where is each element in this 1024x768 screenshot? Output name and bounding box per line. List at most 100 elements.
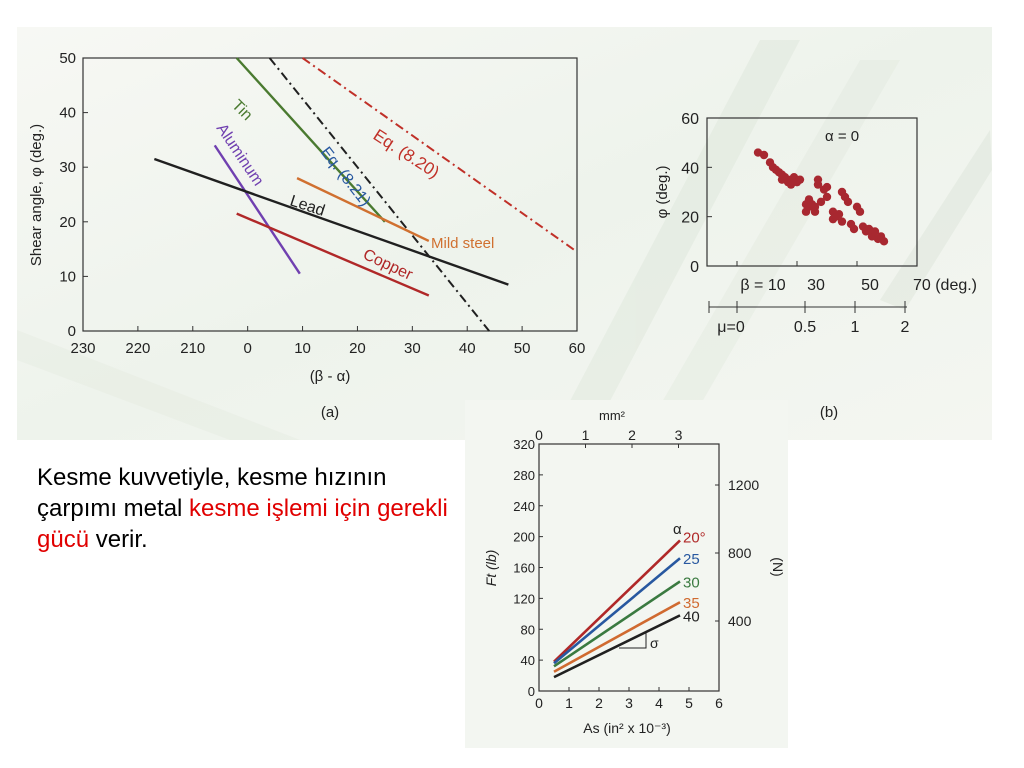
chart-b-plot-frame <box>706 117 918 267</box>
chart-c-xlabel: As (in² x 10⁻³) <box>583 720 671 736</box>
chart-c-ytick-label: 200 <box>513 530 535 545</box>
chart-a-xtick-label: 210 <box>180 340 205 357</box>
chart-c-series-label: 20° <box>683 529 706 546</box>
chart-a-ytick-label: 40 <box>59 105 76 122</box>
chart-c-xtick-label: 5 <box>685 695 693 711</box>
chart-a-plot-frame <box>82 57 578 332</box>
chart-a-line-aluminum <box>213 144 301 275</box>
chart-b-ytick-label: 0 <box>690 259 699 276</box>
chart-a-line-tin <box>235 57 386 223</box>
chart-a-ytick-label: 0 <box>68 323 76 340</box>
chart-c-xtick-label: 4 <box>655 695 663 711</box>
chart-c-right-tick-label: 400 <box>728 613 752 629</box>
slide-text-part1: Kesme kuvvetiyle, kesme hızının çarpımı … <box>37 464 387 522</box>
chart-c-series-label: 30 <box>683 574 700 591</box>
chart-c-ytick-label: 80 <box>521 622 535 637</box>
chart-c-right-axis-label: (N) <box>770 557 786 576</box>
slide-text-highlight: kesme işlemi için gerekli gücü <box>37 495 448 553</box>
chart-a-line-copper <box>236 212 430 297</box>
chart-b-ytick-label: 60 <box>681 111 699 128</box>
chart-a-xtick-label: 20 <box>349 340 366 357</box>
chart-c-legend-title: α <box>673 521 682 538</box>
chart-c-line-alpha-20 <box>553 539 681 663</box>
chart-b-data-point <box>879 237 889 246</box>
chart-c-slope-label: σ <box>650 635 659 651</box>
chart-c-top-tick-label: 1 <box>582 427 590 443</box>
chart-b-data-point <box>816 197 826 207</box>
chart-b-panel-label: (b) <box>820 404 838 421</box>
chart-a-xtick-label: 0 <box>243 340 251 357</box>
chart-b-data-point <box>837 217 847 226</box>
chart-a-xlabel: (β - α) <box>310 368 351 385</box>
chart-a-ytick-label: 10 <box>59 268 76 285</box>
chart-c-series-label: 40 <box>683 608 700 625</box>
chart-b-data-point <box>834 210 844 219</box>
chart-a-xtick-label: 40 <box>459 340 476 357</box>
label-mild-steel: Mild steel <box>431 235 494 252</box>
chart-c-xtick-label: 3 <box>625 695 633 711</box>
chart-b-data-point <box>822 192 832 202</box>
chart-b-xtick-label: 30 <box>807 277 825 294</box>
chart-c-line-alpha-35 <box>553 601 681 673</box>
chart-b-mu-tick-label: 2 <box>901 319 910 336</box>
chart-a-line-eq-8-21 <box>268 57 490 332</box>
chart-c-line-alpha-30 <box>553 580 681 668</box>
chart-a-ytick-label: 20 <box>59 214 76 231</box>
chart-c-ytick-label: 280 <box>513 468 535 483</box>
chart-b-data-point <box>810 202 820 211</box>
chart-b-data-point <box>870 227 880 236</box>
chart-c-right-tick-label: 800 <box>728 545 752 561</box>
chart-a-line-mild-steel <box>296 177 430 242</box>
chart-c-series-label: 25 <box>683 551 700 568</box>
chart-c-top-tick-label: 3 <box>675 427 683 443</box>
chart-b-data-point <box>759 150 769 160</box>
chart-b-ylabel: φ (deg.) <box>654 165 671 218</box>
slide-body-text: Kesme kuvvetiyle, kesme hızının çarpımı … <box>37 462 457 555</box>
chart-a-line-lead <box>153 157 509 286</box>
chart-b-xtick-label: β = 10 <box>740 277 785 294</box>
chart-c-line-alpha-40 <box>553 614 681 679</box>
chart-c-series-label: 35 <box>683 595 700 612</box>
figure-photo-background <box>17 27 992 440</box>
chart-a-xtick-label: 230 <box>70 340 95 357</box>
chart-a-ylabel: Shear angle, φ (deg.) <box>28 124 45 266</box>
slide-text-part2: verir. <box>89 526 148 553</box>
chart-a-xtick-label: 50 <box>514 340 531 357</box>
chart-c-xtick-label: 0 <box>535 695 543 711</box>
chart-b-data-point <box>795 175 805 184</box>
chart-a-ytick-label: 50 <box>59 50 76 67</box>
chart-c-ytick-label: 120 <box>513 591 535 606</box>
chart-b-mu-tick-label: 0.5 <box>794 319 816 336</box>
chart-c-top-tick-label: 0 <box>535 427 543 443</box>
chart-c-xtick-label: 6 <box>715 695 723 711</box>
chart-c-ytick-label: 240 <box>513 499 535 514</box>
chart-b-xtick-label: 70 (deg.) <box>913 277 977 294</box>
chart-c-top-axis-label: mm² <box>599 408 626 423</box>
chart-c-background <box>465 400 788 748</box>
chart-c-ylabel: Ft (lb) <box>483 550 499 587</box>
chart-b-data-point <box>849 224 859 234</box>
chart-c-line-alpha-25 <box>553 557 681 665</box>
chart-c-xtick-label: 2 <box>595 695 603 711</box>
chart-c-top-tick-label: 2 <box>628 427 636 443</box>
chart-c-ytick-label: 40 <box>521 653 535 668</box>
chart-a-ytick-label: 30 <box>59 159 76 176</box>
chart-b-annotation: α = 0 <box>825 128 859 145</box>
chart-c-xtick-label: 1 <box>565 695 573 711</box>
chart-b-data-point <box>843 197 853 207</box>
chart-a-panel-label: (a) <box>321 404 339 421</box>
chart-b-mu-tick-label: 1 <box>851 319 860 336</box>
chart-b-mu-tick-label: μ=0 <box>717 319 745 336</box>
chart-a-xtick-label: 10 <box>294 340 311 357</box>
chart-c-ytick-label: 0 <box>528 684 535 699</box>
chart-b-ytick-label: 20 <box>681 210 699 227</box>
chart-b-data-point <box>822 182 832 192</box>
chart-a-xtick-label: 220 <box>125 340 150 357</box>
chart-c-ytick-label: 160 <box>513 561 535 576</box>
chart-c-slope-marker <box>619 632 647 649</box>
chart-a-xtick-label: 30 <box>404 340 421 357</box>
chart-c-right-tick-label: 1200 <box>728 477 759 493</box>
